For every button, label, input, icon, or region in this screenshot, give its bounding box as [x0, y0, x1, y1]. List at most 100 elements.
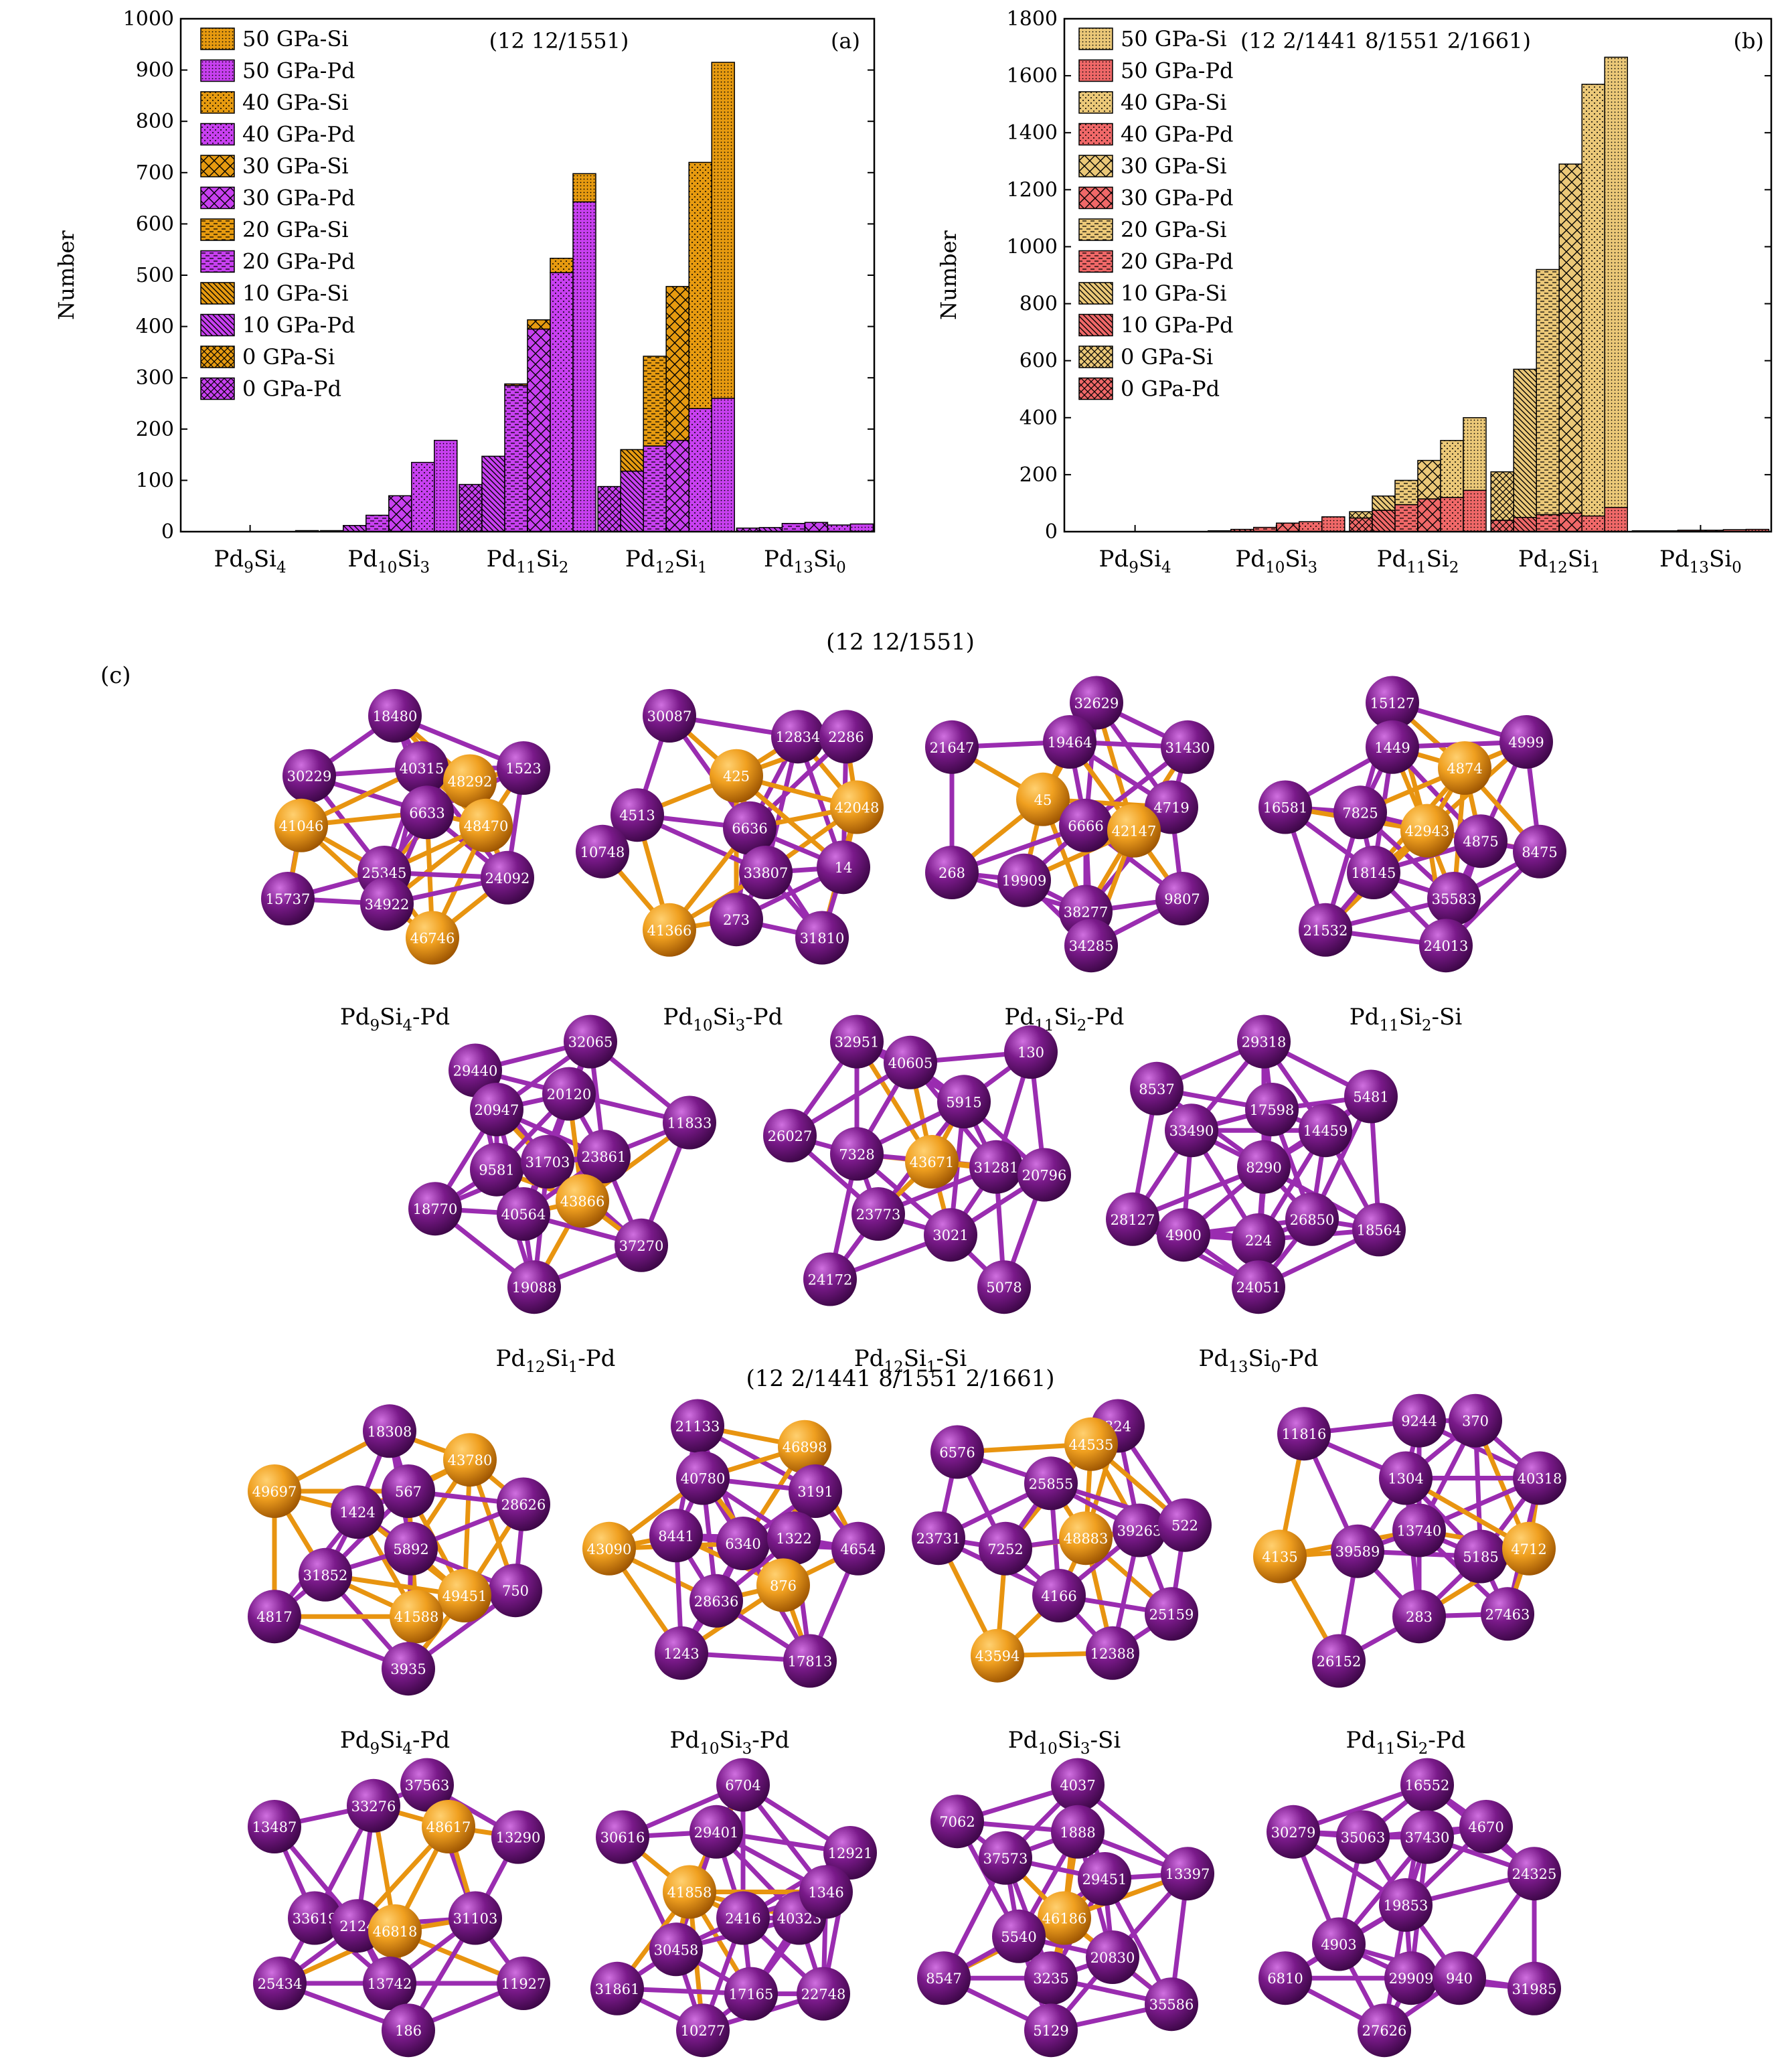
- atom-label: 2286: [828, 729, 864, 745]
- pd-atom: [689, 1805, 743, 1859]
- pd-atom: [1237, 1140, 1291, 1194]
- si-atom: [663, 1865, 716, 1919]
- legend-label: 10 GPa-Si: [242, 281, 349, 306]
- atom-label: 130: [1017, 1045, 1044, 1061]
- pd-atom: [1513, 1451, 1566, 1505]
- atom-label: 12921: [828, 1845, 873, 1861]
- bar-pd-hatch: [712, 398, 735, 532]
- pd-atom: [1299, 903, 1352, 957]
- atom-label: 30616: [600, 1830, 645, 1846]
- si-atom: [443, 754, 497, 808]
- pd-atom: [739, 846, 793, 899]
- bar-pd-hatch: [1395, 504, 1418, 532]
- atom-label: 3935: [390, 1661, 426, 1677]
- bar-si-hatch: [643, 356, 667, 447]
- bar-pd-hatch: [1418, 499, 1441, 532]
- atom-label: 43090: [587, 1541, 632, 1557]
- y-tick-label: 100: [136, 469, 174, 492]
- plot-frame: [179, 17, 876, 533]
- atom-label: 19088: [512, 1280, 557, 1296]
- panel-label: (c): [100, 662, 131, 689]
- atom-label: 41046: [279, 818, 324, 834]
- pd-atom: [400, 785, 454, 840]
- atom-label: 33490: [1169, 1123, 1214, 1139]
- y-axis-label: Number: [54, 230, 79, 319]
- atom-label: 17598: [1250, 1102, 1295, 1118]
- atom-label: 43780: [448, 1452, 493, 1468]
- atom-label: 9581: [479, 1162, 514, 1178]
- pd-atom: [382, 1642, 435, 1696]
- atom-label: 30229: [287, 769, 332, 785]
- atom-label: 13290: [496, 1830, 541, 1846]
- atom-label: 6666: [1068, 818, 1103, 834]
- pd-atom: [795, 911, 849, 965]
- pd-atom: [1232, 1213, 1285, 1267]
- bar-pd-hatch: [782, 523, 805, 532]
- x-tick-label: Pd13Si0: [1659, 546, 1742, 577]
- atom-label: 1888: [1060, 1825, 1095, 1841]
- pd-atom: [1258, 1951, 1312, 2005]
- pd-atom: [368, 689, 422, 743]
- pd-atom: [783, 1634, 837, 1688]
- pd-atom: [1392, 1393, 1446, 1448]
- atom-label: 6636: [732, 821, 767, 837]
- atom-label: 13397: [1165, 1866, 1210, 1882]
- pd-atom: [797, 1967, 850, 2021]
- bar-si-hatch: [1605, 57, 1628, 508]
- atom-label: 13742: [368, 1976, 412, 1992]
- bar-pd-hatch: [343, 525, 366, 532]
- pd-atom: [1508, 1961, 1561, 2015]
- bar-pd-hatch: [827, 525, 851, 532]
- atom-label: 4999: [1508, 735, 1544, 751]
- bar-pd-hatch: [850, 524, 874, 532]
- bar-pd-hatch: [759, 527, 783, 532]
- si-atom: [368, 1904, 422, 1958]
- atom-label: 4874: [1447, 761, 1482, 777]
- atom-label: 425: [723, 769, 750, 785]
- atom-label: 30458: [654, 1942, 699, 1958]
- pd-atom: [830, 1127, 884, 1181]
- pd-atom: [1161, 720, 1214, 774]
- atom-label: 40318: [1518, 1471, 1562, 1487]
- bar-pd-hatch: [1536, 514, 1560, 532]
- pd-atom: [489, 1563, 542, 1618]
- pd-atom: [689, 1574, 743, 1628]
- atom-label: 34285: [1069, 938, 1114, 954]
- atom-label: 31852: [303, 1568, 348, 1584]
- si-atom: [274, 798, 328, 852]
- group-title: (12 2/1441 8/1551 2/1661): [746, 1365, 1054, 1392]
- pd-atom: [615, 1218, 668, 1272]
- si-atom: [643, 903, 696, 957]
- pd-atom: [930, 1425, 984, 1479]
- x-tick-label: Pd9Si4: [214, 546, 287, 577]
- cluster: 29318 8537 5481 33490 17598 14459 8290 28127 490…: [1106, 1014, 1406, 1376]
- legend-label: 0 GPa-Si: [1121, 344, 1213, 370]
- legend-label: 50 GPa-Pd: [1121, 58, 1233, 84]
- atom-label: 5185: [1463, 1549, 1498, 1566]
- pd-atom: [1232, 1260, 1285, 1314]
- si-atom: [710, 749, 763, 803]
- pd-atom: [577, 1130, 631, 1184]
- cluster: 30087 12834 2286 425 4513 42048 6636 10748 33807…: [576, 689, 884, 1035]
- atom-label: 3235: [1033, 1971, 1068, 1987]
- pd-atom: [1312, 1634, 1366, 1688]
- atom-label: 24013: [1424, 938, 1469, 954]
- atom-label: 11833: [667, 1116, 712, 1132]
- cluster: 11816 9244 370 40318 1304 4135 39589 13740 5185 4…: [1253, 1393, 1566, 1758]
- atom-label: 5915: [946, 1094, 981, 1110]
- pd-atom: [1352, 1203, 1406, 1257]
- pd-atom: [590, 1961, 644, 2015]
- atom-label: 8290: [1246, 1160, 1281, 1176]
- cluster-caption: Pd13Si0-Pd: [1199, 1345, 1319, 1376]
- y-tick-label: 400: [136, 315, 174, 339]
- y-tick-label: 1800: [1007, 7, 1058, 31]
- pd-atom: [1312, 1917, 1366, 1971]
- pd-atom: [1004, 1025, 1058, 1079]
- bar-si-hatch: [666, 286, 689, 441]
- atom-label: 28626: [501, 1497, 546, 1513]
- pd-atom: [1336, 1810, 1390, 1864]
- pd-atom: [1366, 720, 1419, 774]
